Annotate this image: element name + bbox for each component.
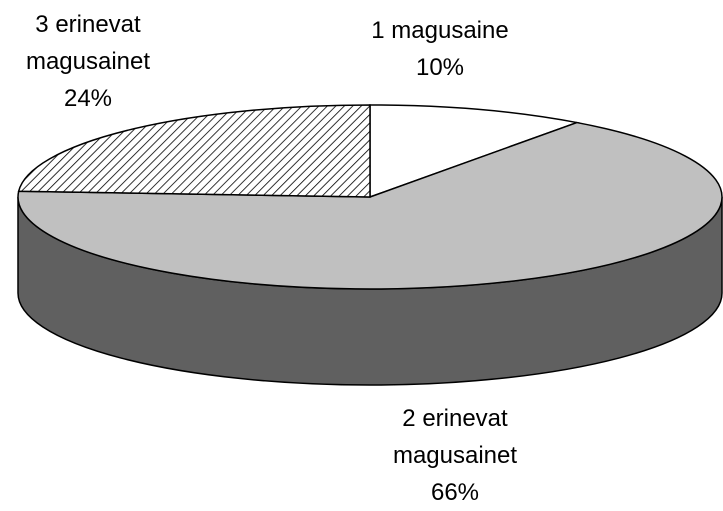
category-label: 1 magusaine	[371, 17, 509, 44]
data-label: 2 erinevat magusainet 66%	[365, 400, 545, 511]
data-label: 1 magusaine 10%	[355, 12, 525, 86]
data-label: 3 erinevat magusainet 24%	[0, 6, 188, 117]
value-label: 66%	[430, 479, 480, 506]
slice	[369, 104, 580, 199]
category-label: 3 erinevat magusainet	[25, 11, 151, 75]
value-label: 10%	[415, 54, 465, 81]
slice	[17, 104, 371, 198]
slice	[17, 121, 723, 290]
value-label: 24%	[63, 85, 113, 112]
category-label: 2 erinevat magusainet	[392, 405, 518, 469]
